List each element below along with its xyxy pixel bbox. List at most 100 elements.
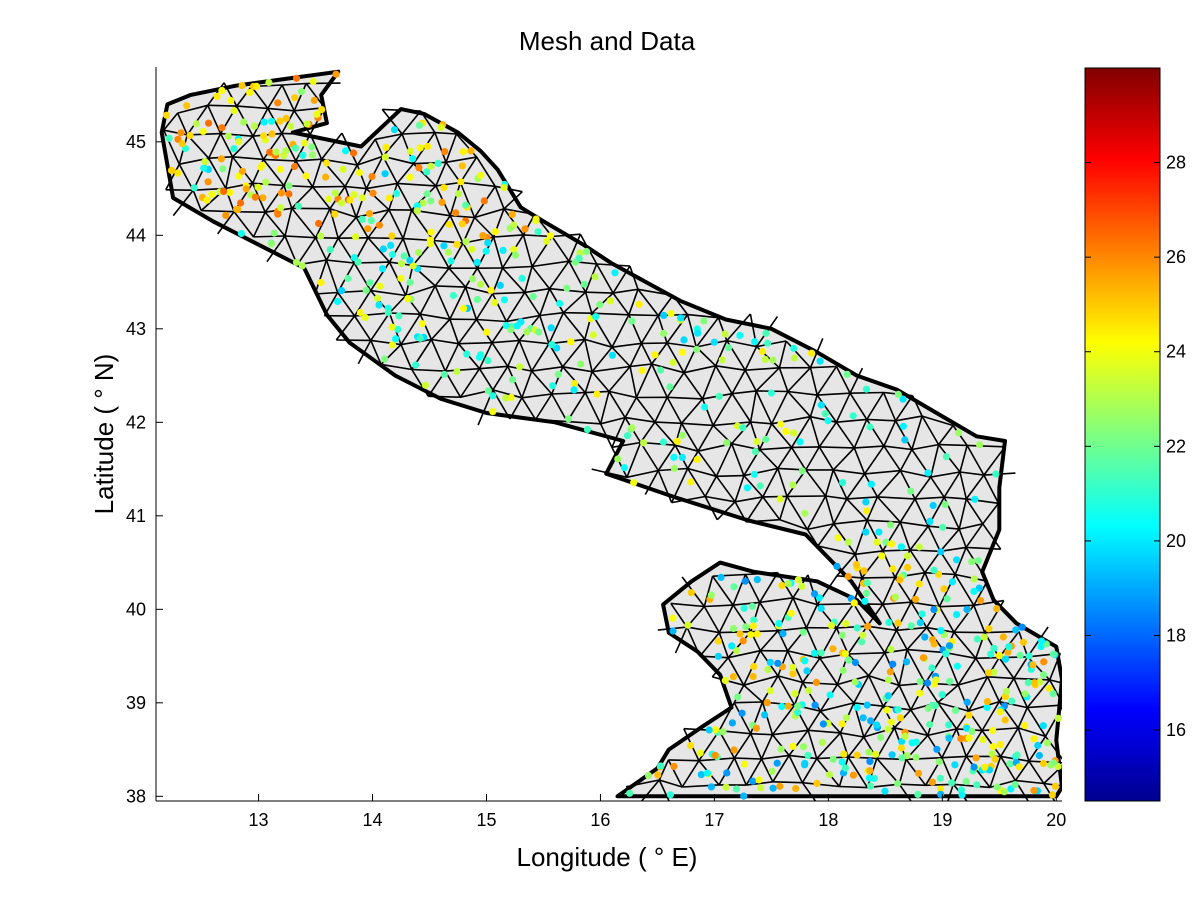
mesh-edge <box>731 421 752 445</box>
mesh-edge <box>314 237 328 261</box>
data-point <box>570 386 578 394</box>
mesh-edge <box>531 266 551 290</box>
data-point <box>852 561 861 569</box>
mesh-edge <box>853 447 866 475</box>
mesh-edge <box>344 164 358 187</box>
mesh-edge <box>207 133 222 159</box>
data-point <box>867 782 875 790</box>
mesh-edge <box>165 163 181 191</box>
mesh-edge <box>501 267 526 293</box>
mesh-edge <box>1026 707 1047 737</box>
data-point <box>178 140 186 148</box>
mesh-edge <box>670 602 705 608</box>
data-point <box>758 347 767 356</box>
data-point <box>740 792 748 800</box>
mesh-edge <box>810 415 837 423</box>
data-point <box>392 189 401 198</box>
data-point <box>703 769 712 777</box>
mesh-edge <box>982 727 1019 732</box>
data-point <box>686 742 695 750</box>
data-point <box>317 232 325 240</box>
mesh-edge <box>937 425 954 446</box>
mesh-edge <box>624 397 638 418</box>
mesh-edge <box>863 445 885 475</box>
data-point <box>811 701 819 709</box>
data-point <box>580 280 589 288</box>
data-point <box>310 96 318 104</box>
data-point <box>548 341 556 349</box>
data-point <box>510 245 518 253</box>
mesh-edge <box>711 575 734 606</box>
mesh-edge <box>966 546 1001 550</box>
mesh-edge <box>973 605 986 633</box>
data-point <box>787 609 795 617</box>
data-point <box>563 284 571 292</box>
data-point <box>794 702 802 710</box>
data-point <box>777 420 785 428</box>
data-point <box>923 679 932 687</box>
mesh-edge <box>534 393 553 420</box>
data-point <box>957 735 965 743</box>
mesh-edge <box>355 216 369 239</box>
mesh-edge <box>375 133 403 141</box>
data-point <box>929 636 937 644</box>
data-point <box>877 733 885 742</box>
mesh-edge <box>474 208 505 219</box>
data-point <box>968 558 976 566</box>
mesh-edge <box>492 291 525 295</box>
data-point <box>844 538 853 546</box>
mesh-edge <box>681 422 714 427</box>
data-point <box>500 184 508 192</box>
mesh-edge <box>937 684 959 704</box>
data-point <box>749 672 757 681</box>
mesh-edge <box>475 293 494 320</box>
mesh-edge <box>551 366 564 395</box>
mesh-edge <box>252 108 269 137</box>
data-point <box>473 295 481 304</box>
data-point <box>331 210 339 218</box>
data-point <box>303 120 311 128</box>
mesh-edge <box>640 315 659 344</box>
mesh-edge <box>759 597 794 604</box>
data-point <box>939 523 947 531</box>
mesh-edge <box>998 657 1015 679</box>
mesh-edge <box>252 211 266 238</box>
data-point <box>841 650 850 658</box>
mesh-edge <box>522 234 533 267</box>
data-point <box>463 350 471 358</box>
data-point <box>739 424 747 432</box>
mesh-edge <box>368 237 404 240</box>
mesh-edge <box>911 443 939 451</box>
mesh-edge <box>253 235 286 238</box>
mesh-edge <box>397 182 436 187</box>
data-point <box>915 543 923 551</box>
mesh-edge <box>629 343 643 367</box>
mesh-edge <box>921 415 954 427</box>
x-axis-label: Longitude ( ° E) <box>517 842 698 872</box>
mesh-edge <box>847 653 870 677</box>
mesh-edge <box>965 523 984 548</box>
mesh-edge <box>714 340 728 367</box>
mesh-edge <box>585 291 614 294</box>
data-point <box>965 734 973 742</box>
mesh-edge <box>666 314 689 344</box>
mesh-edge <box>939 550 956 575</box>
data-point <box>250 122 258 130</box>
data-point <box>707 783 716 791</box>
mesh-edge <box>719 630 751 634</box>
data-point <box>230 107 238 115</box>
data-point <box>678 453 687 461</box>
data-point <box>502 394 510 402</box>
mesh-edge <box>802 681 838 686</box>
mesh-edge <box>711 657 729 678</box>
mesh-edge <box>973 599 1004 607</box>
mesh-edge <box>778 367 789 392</box>
data-point <box>276 165 284 173</box>
mesh-edge <box>958 528 967 548</box>
data-point <box>899 422 908 430</box>
mesh-edge <box>840 732 864 738</box>
mesh-edge <box>608 365 631 392</box>
data-point <box>930 566 938 574</box>
mesh-edge <box>657 294 674 316</box>
data-point <box>532 217 540 225</box>
